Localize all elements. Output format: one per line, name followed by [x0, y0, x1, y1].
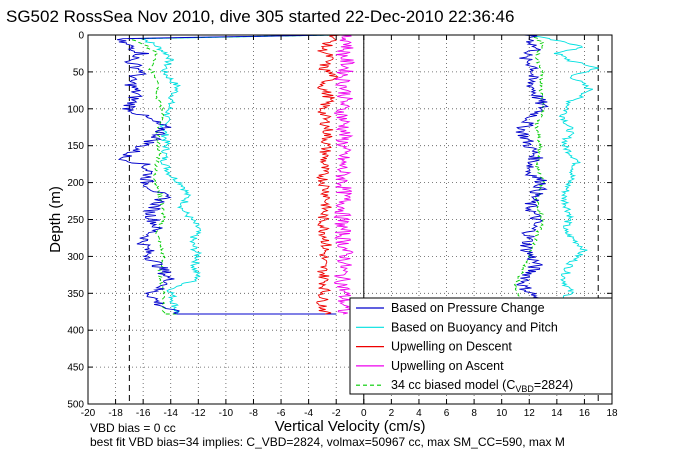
x-tick-label: -8: [249, 408, 258, 419]
x-tick-label: 18: [606, 408, 618, 419]
series-pressure-descent-line: [117, 34, 337, 315]
y-tick-labels: 0 50 100 150 200 250 300 350 400 450 500: [67, 31, 84, 411]
x-tick-label: 14: [551, 408, 563, 419]
legend-label-buoyancy: Based on Buoyancy and Pitch: [391, 320, 558, 334]
series-buoyancy-descent-line: [140, 34, 337, 315]
chart-title: SG502 RossSea Nov 2010, dive 305 started…: [6, 7, 514, 26]
y-tick-label: 200: [67, 178, 84, 189]
x-tick-label: -4: [304, 408, 313, 419]
x-tick-label: 4: [416, 408, 422, 419]
series-ascent-line: [333, 34, 356, 315]
y-tick-label: 350: [67, 289, 84, 300]
x-tick-label: -6: [277, 408, 286, 419]
x-tick-label: 8: [471, 408, 477, 419]
series-model-ascent-line: [513, 34, 546, 309]
x-tick-labels: -20 -18 -16 -14 -12 -10 -8 -6 -4 -2 0 2 4 6 8 10 12 14 16 1…: [81, 408, 618, 419]
legend-label-pressure: Based on Pressure Change: [391, 301, 545, 315]
x-tick-label: 0: [361, 408, 367, 419]
series-pressure-ascent-line: [515, 34, 549, 309]
x-tick-label: -18: [108, 408, 123, 419]
y-tick-label: 400: [67, 326, 84, 337]
x-tick-label: 12: [524, 408, 536, 419]
x-tick-label: -12: [191, 408, 206, 419]
series-layer: [117, 34, 599, 315]
x-tick-label: -16: [136, 408, 151, 419]
x-tick-label: 6: [444, 408, 450, 419]
series-model-descent-line: [128, 34, 338, 315]
x-tick-label: -10: [219, 408, 234, 419]
legend-label-descent: Upwelling on Descent: [391, 340, 512, 354]
x-tick-label: -14: [164, 408, 179, 419]
x-axis-label: Vertical Velocity (cm/s): [275, 418, 426, 435]
series-descent-line: [315, 34, 341, 315]
legend-label-ascent: Upwelling on Ascent: [391, 359, 504, 373]
x-tick-label: -20: [81, 408, 96, 419]
y-tick-label: 0: [78, 31, 84, 42]
tick-marks: [87, 34, 613, 405]
series-buoyancy-ascent-line: [526, 34, 599, 305]
footer-line-2: best fit VBD bias=34 implies: C_VBD=2824…: [90, 435, 565, 449]
y-tick-label: 450: [67, 363, 84, 374]
x-tick-label: 2: [389, 408, 395, 419]
y-tick-label: 150: [67, 141, 84, 152]
y-tick-label: 50: [73, 67, 85, 78]
legend: Based on Pressure Change Based on Buoyanc…: [349, 297, 613, 395]
y-tick-label: 300: [67, 252, 84, 263]
legend-box: [349, 297, 613, 395]
x-tick-label: -2: [332, 408, 341, 419]
y-tick-label: 250: [67, 215, 84, 226]
footer-line-1: VBD bias = 0 cc: [90, 421, 176, 435]
legend-label-model: 34 cc biased model (CVBD=2824): [391, 378, 573, 394]
y-axis-label: Depth (m): [47, 186, 64, 253]
x-tick-label: 16: [579, 408, 591, 419]
x-tick-label: 10: [496, 408, 508, 419]
y-tick-label: 500: [67, 400, 84, 411]
y-tick-label: 100: [67, 104, 84, 115]
